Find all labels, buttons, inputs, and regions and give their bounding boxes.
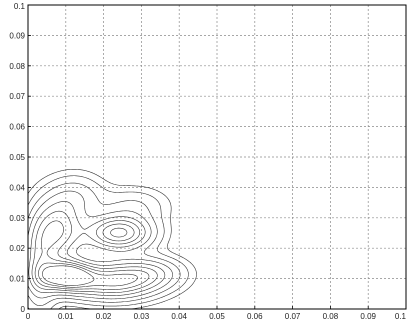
y-tick-label: 0.04 [9,183,25,192]
x-tick-label: 0.06 [247,312,263,321]
contour-level [34,220,150,290]
axis-ticks [27,4,407,310]
contour-level [27,190,173,300]
contour-level [38,227,138,288]
y-tick-label: 0 [21,305,26,314]
contour-level [27,175,189,310]
y-tick-label: 0.01 [9,275,25,284]
contour-level [28,201,166,296]
y-tick-label: 0.09 [9,31,25,40]
x-tick-label: 0.07 [285,312,301,321]
contour-level [42,265,95,286]
x-tick-label: 0.08 [323,312,339,321]
contour-level [27,182,181,307]
y-tick-label: 0.03 [9,214,25,223]
x-tick-labels: 0 0.01 0.02 0.03 0.04 0.05 0.06 0.07 0.08 0.09 0.1 [26,312,407,321]
contour-level [31,210,158,293]
y-tick-label: 0.05 [9,153,25,162]
x-tick-label: 0.01 [58,312,74,321]
x-tick-label: 0.1 [395,312,407,321]
y-tick-label: 0.02 [9,244,25,253]
x-tick-label: 0.04 [171,312,187,321]
y-tick-label: 0.06 [9,123,25,132]
contour-level [27,168,197,310]
x-tick-label: 0.09 [360,312,376,321]
x-tick-label: 0.05 [209,312,225,321]
x-tick-label: 0.03 [134,312,150,321]
grid-lines [28,5,406,309]
x-tick-label: 0.02 [96,312,112,321]
y-tick-label: 0.07 [9,92,25,101]
y-tick-label: 0.08 [9,62,25,71]
y-tick-labels: 0 0.01 0.02 0.03 0.04 0.05 0.06 0.07 0.08 0.09 0.1 [9,2,25,314]
x-tick-label: 0 [26,312,31,321]
contour-lines [27,168,197,310]
y-tick-label: 0.1 [14,2,26,11]
